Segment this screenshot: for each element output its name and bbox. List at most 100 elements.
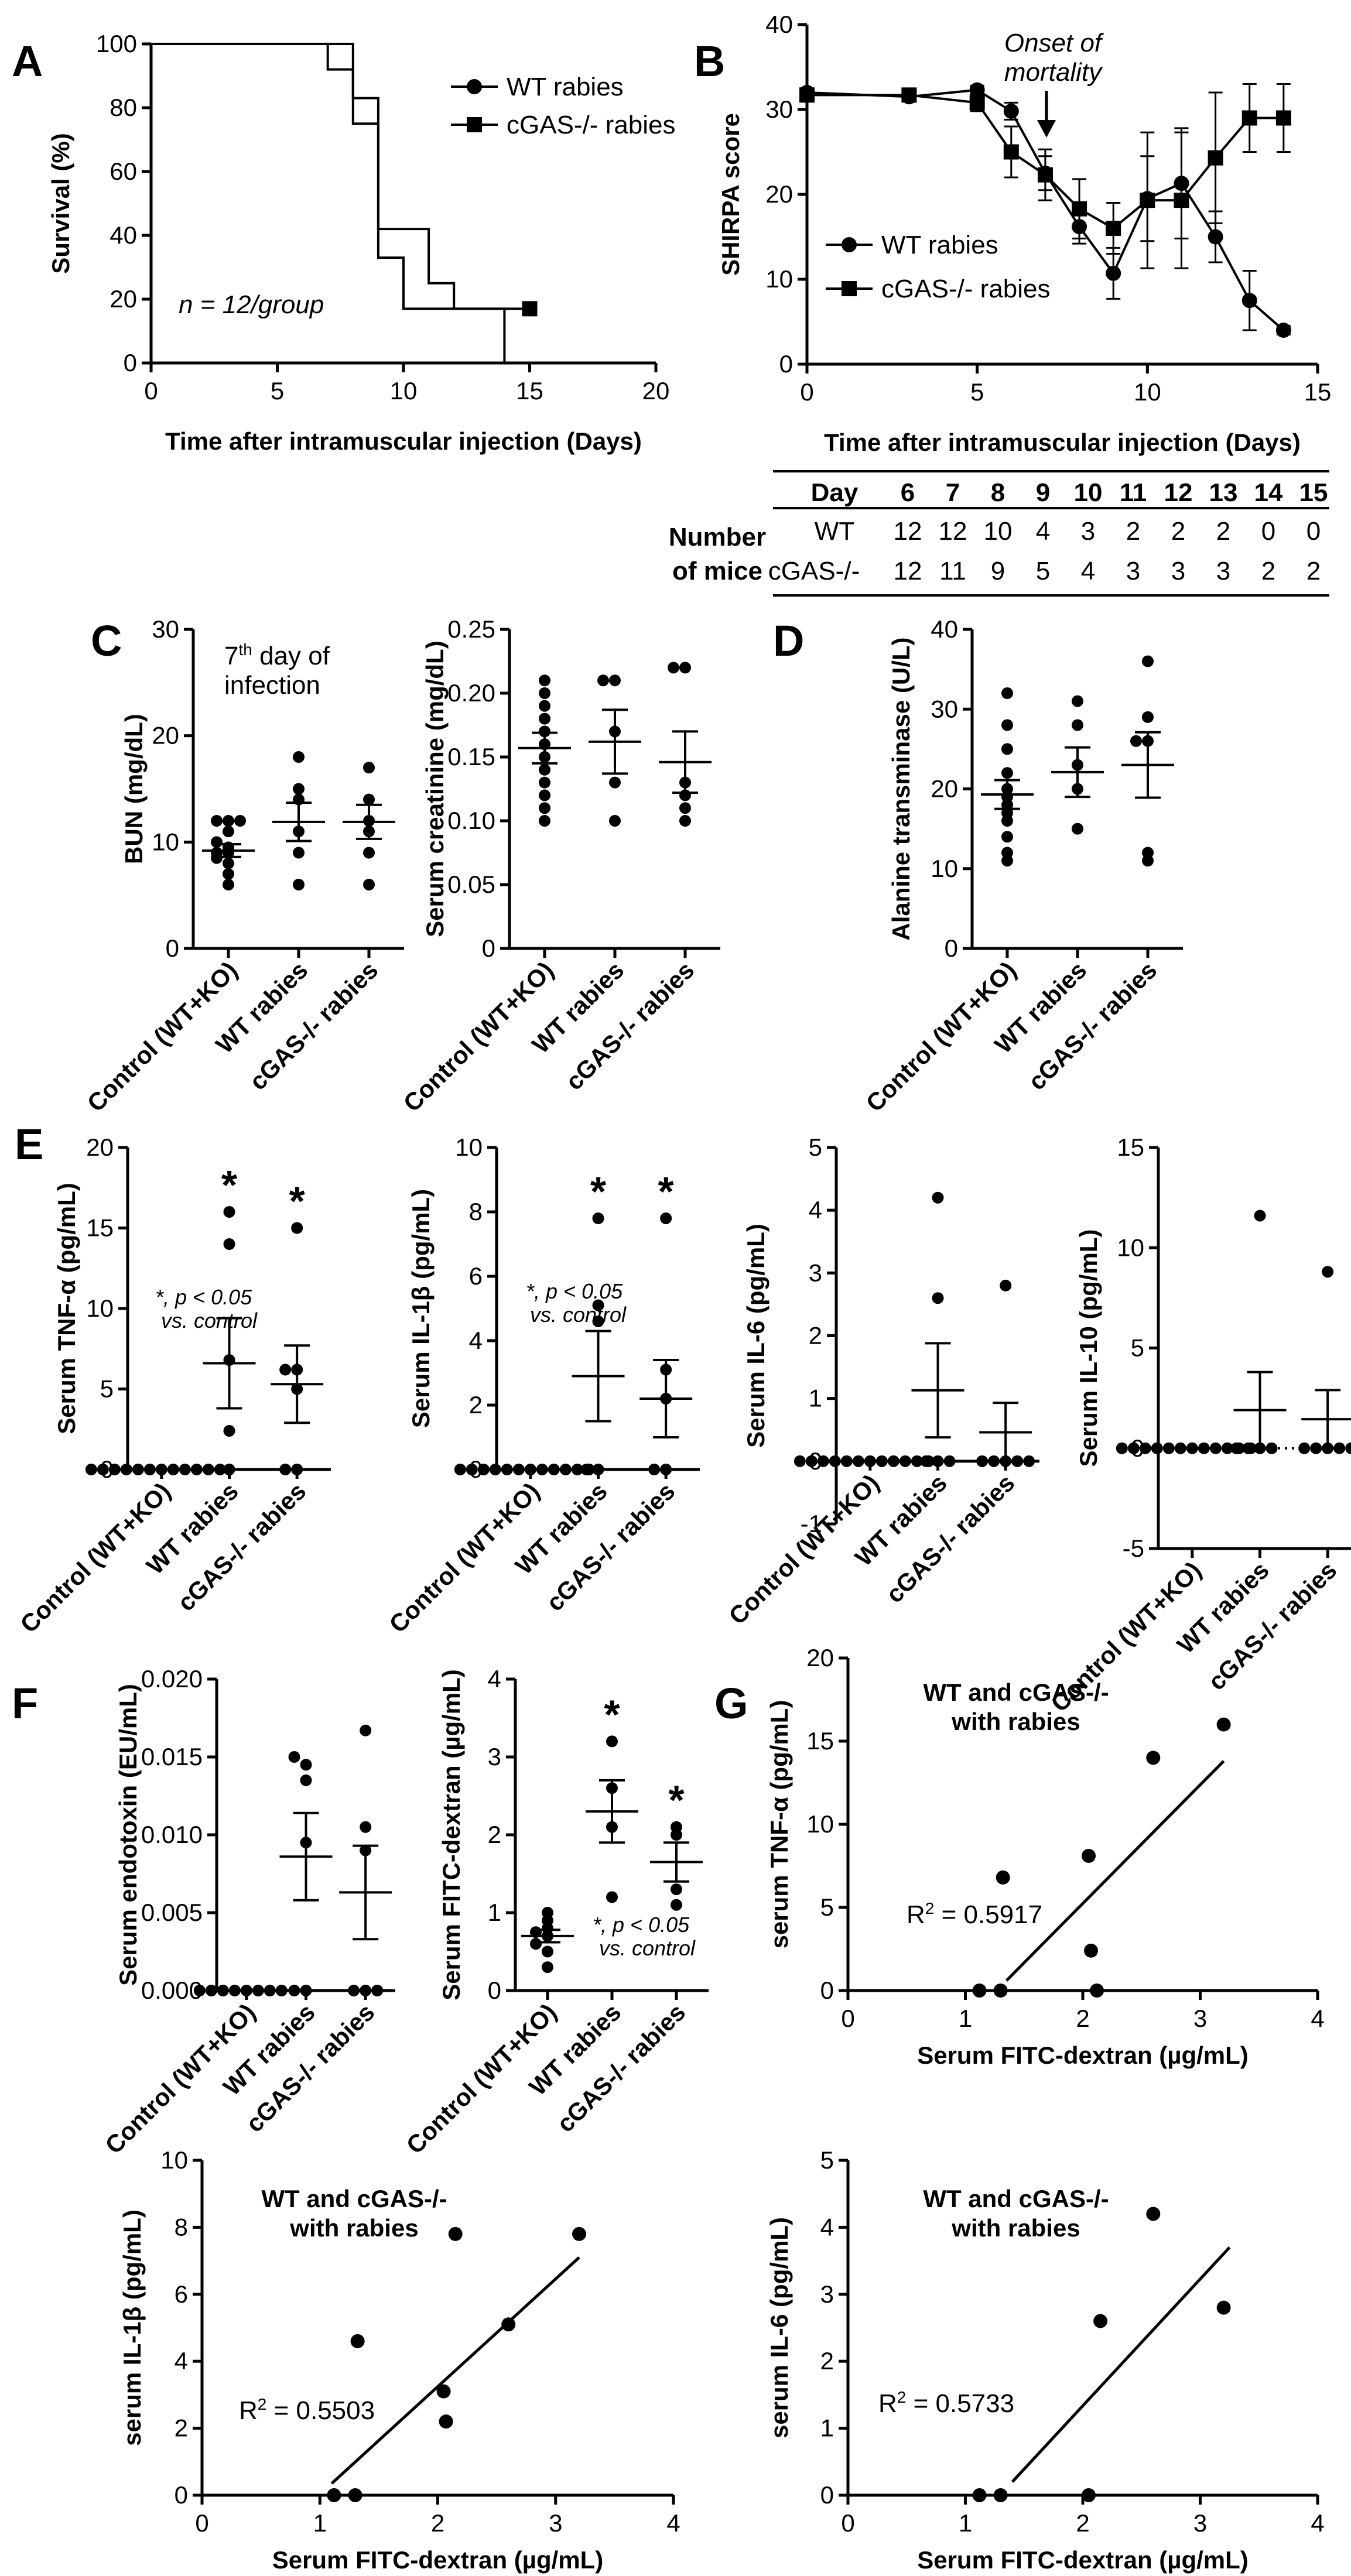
b-cgas-point — [1174, 193, 1189, 208]
b-cgas-point — [969, 95, 985, 111]
g1-r2-r: R — [907, 1900, 925, 1929]
g2-title-line2: with rabies — [289, 2214, 418, 2242]
e2-y-tick-label: 2 — [469, 1391, 483, 1419]
c1-y-tick-label: 10 — [152, 828, 179, 855]
e2-y-label: Serum IL-1β (pg/mL) — [407, 1189, 435, 1428]
g2-point — [327, 2488, 341, 2502]
f1-point — [288, 1751, 300, 1763]
e1-sig-note-1: *, p < 0.05 — [155, 1285, 252, 1309]
e2-point — [592, 1316, 604, 1327]
c1-day-text: day of — [252, 642, 330, 670]
g3-point — [1146, 2207, 1161, 2221]
g2-r2-label: R2 = 0.5503 — [239, 2395, 375, 2425]
f1-point — [371, 1985, 384, 1996]
e4-point — [1116, 1442, 1128, 1454]
table-wt-cell: 0 — [1261, 517, 1275, 546]
g2-y-tick-label: 2 — [175, 2414, 188, 2442]
a-legend-wt-marker — [467, 79, 482, 94]
chart-g1: 0 5 10 15 20 serum TNF-α (pg/mL) 0 1 2 3 4 Serum FI… — [765, 1644, 1325, 2069]
g1-y-tick-label: 5 — [820, 1893, 834, 1921]
e3-point — [932, 1191, 944, 1204]
g1-point — [1146, 1751, 1161, 1765]
table-day-header: Day — [811, 478, 859, 507]
g2-title-line1: WT and cGAS-/- — [261, 2185, 447, 2212]
table-day-cell: 14 — [1254, 478, 1283, 507]
f1-point — [348, 1985, 360, 1996]
e3-point — [794, 1455, 806, 1467]
panel-label-e: E — [15, 1120, 43, 1169]
e2-point — [660, 1464, 672, 1475]
chart-g2: 0 2 4 6 8 10 serum IL-1β (pg/mL) 0 1 2 3 4 Serum FIT… — [118, 2146, 680, 2574]
e1-point — [223, 1464, 235, 1475]
g3-x-label: Serum FITC-dextran (µg/mL) — [917, 2546, 1249, 2574]
a-y-tick-label: 100 — [96, 30, 137, 57]
g3-y-tick-label: 3 — [820, 2280, 834, 2308]
g1-point — [1090, 1984, 1104, 1998]
b-onset-line2: mortality — [1004, 58, 1103, 87]
c2-x-tick-label: cGAS-/- rabies — [560, 956, 699, 1095]
g1-y-tick-label: 15 — [806, 1727, 834, 1755]
a-series-cgas-line — [151, 43, 530, 310]
e2-point — [454, 1464, 466, 1475]
g1-x-tick-label: 4 — [1311, 2005, 1324, 2032]
e3-point — [817, 1455, 829, 1467]
g2-x-tick-label: 0 — [195, 2509, 208, 2537]
c2-point — [539, 700, 550, 712]
b-legend-wt-marker — [842, 237, 857, 252]
e3-point — [932, 1292, 944, 1304]
d-point — [1001, 743, 1013, 755]
g2-point — [501, 2317, 516, 2332]
c1-day-annotation: 7th day of — [224, 640, 330, 670]
a-y-tick-label: 20 — [110, 285, 137, 313]
e1-sig-note-2: vs. control — [161, 1308, 258, 1332]
a-x-tick-label: 20 — [642, 377, 670, 405]
c1-y-tick-label: 30 — [152, 615, 179, 643]
e1-y-tick-label: 20 — [86, 1133, 114, 1161]
d-point — [1142, 655, 1154, 667]
b-cgas-point — [799, 87, 815, 103]
c1-y-tick-label: 20 — [152, 722, 179, 749]
b-cgas-point — [1106, 221, 1121, 236]
f2-point — [542, 1907, 553, 1919]
panel-label-c: C — [91, 616, 122, 665]
b-onset-arrow — [1037, 91, 1056, 138]
c2-point — [539, 789, 550, 801]
f2-point — [671, 1883, 682, 1896]
e4-point — [1151, 1442, 1163, 1454]
f2-point — [671, 1821, 682, 1833]
a-legend-cgas-marker — [467, 117, 482, 132]
g1-x-tick-label: 3 — [1193, 2005, 1207, 2032]
b-y-tick-label: 40 — [765, 11, 793, 38]
c1-point — [293, 879, 305, 890]
c2-point — [597, 674, 609, 687]
a-y-tick-label: 60 — [110, 157, 137, 185]
f2-point — [606, 1891, 618, 1903]
table-wt-cell: 0 — [1306, 517, 1321, 546]
f1-point — [300, 1985, 312, 1996]
f2-sig-note-2: vs. control — [599, 1936, 696, 1960]
table-cgas-cell: 2 — [1306, 557, 1321, 585]
e3-point — [805, 1455, 818, 1467]
table-cgas-cell: 11 — [939, 557, 966, 585]
e4-point — [1127, 1442, 1140, 1454]
g1-y-tick-label: 0 — [820, 1976, 834, 2004]
g2-point — [448, 2226, 463, 2241]
g3-point — [1082, 2488, 1096, 2502]
b-series-wt-line — [806, 88, 1285, 331]
g2-y-tick-label: 4 — [175, 2347, 188, 2375]
f2-point — [530, 1938, 542, 1950]
panel-label-g: G — [714, 1679, 748, 1728]
d-point — [1072, 719, 1083, 731]
b-wt-point — [1208, 229, 1223, 245]
c1-y-tick-label: 0 — [166, 934, 179, 962]
b-cgas-point — [1072, 201, 1087, 217]
g3-point — [993, 2488, 1008, 2502]
g1-title-line2: with rabies — [951, 1708, 1080, 1735]
e1-sig-star: * — [289, 1179, 306, 1224]
e1-y-tick-label: 10 — [86, 1294, 114, 1322]
b-cgas-point — [1208, 150, 1223, 166]
